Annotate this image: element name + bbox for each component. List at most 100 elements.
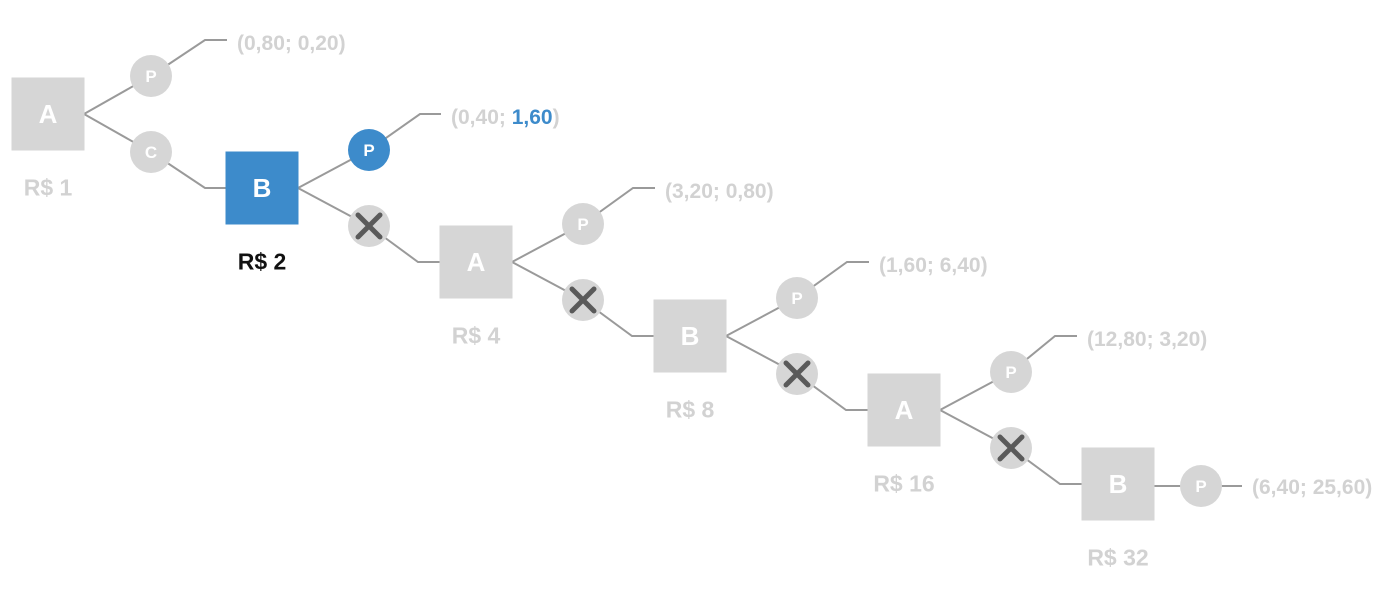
payoff-open: ( bbox=[665, 180, 672, 203]
choice-letter: P bbox=[577, 215, 588, 234]
payoff-label-p5: (12,80; 3,20) bbox=[1087, 328, 1207, 351]
close-x-icon bbox=[783, 360, 811, 388]
choice-circle bbox=[990, 351, 1032, 393]
choice-x-c8[interactable] bbox=[776, 353, 818, 395]
decision-box bbox=[11, 77, 85, 151]
payoff-label-p4: (1,60; 6,40) bbox=[879, 254, 988, 277]
payoff-sep: ; bbox=[1300, 476, 1313, 499]
player-label: B bbox=[681, 321, 700, 351]
close-x-icon bbox=[997, 434, 1025, 462]
payoff-label-p3: (3,20; 0,80) bbox=[665, 180, 774, 203]
choice-node-c11[interactable]: P bbox=[1180, 465, 1222, 507]
player-label: A bbox=[895, 395, 914, 425]
close-x-icon bbox=[355, 212, 383, 240]
decision-box bbox=[225, 151, 299, 225]
decision-node-d6[interactable]: B R$ 32 bbox=[1081, 447, 1155, 571]
player-label: A bbox=[467, 247, 486, 277]
choice-letter: P bbox=[363, 141, 374, 160]
payoff-label-p6: (6,40; 25,60) bbox=[1252, 476, 1372, 499]
close-x-icon bbox=[569, 286, 597, 314]
payoff-b: 0,80 bbox=[726, 180, 767, 203]
payoff-open: ( bbox=[879, 254, 886, 277]
payoff-close: ) bbox=[553, 106, 560, 129]
payoff-a: 0,40 bbox=[458, 106, 499, 129]
pot-label: R$ 2 bbox=[238, 249, 287, 275]
edge-d5-c10 bbox=[939, 409, 1082, 485]
edge-c1-p1 bbox=[150, 39, 227, 77]
choice-circle bbox=[130, 55, 172, 97]
payoff-sep: ; bbox=[285, 32, 298, 55]
payoff-b: 6,40 bbox=[940, 254, 981, 277]
decision-node-d3[interactable]: A R$ 4 bbox=[439, 225, 513, 349]
choice-letter: P bbox=[145, 67, 156, 86]
decision-box bbox=[439, 225, 513, 299]
payoff-open: ( bbox=[237, 32, 244, 55]
payoff-close: ) bbox=[1365, 476, 1372, 499]
decision-node-d4[interactable]: B R$ 8 bbox=[653, 299, 727, 423]
choice-x-c10[interactable] bbox=[990, 427, 1032, 469]
choice-letter: P bbox=[791, 289, 802, 308]
choice-node-c3[interactable]: P bbox=[348, 129, 390, 171]
payoff-close: ) bbox=[339, 32, 346, 55]
payoff-b: 1,60 bbox=[512, 106, 553, 129]
decision-node-d2[interactable]: B R$ 2 bbox=[225, 151, 299, 275]
payoff-label-p1: (0,80; 0,20) bbox=[237, 32, 346, 55]
decision-box bbox=[867, 373, 941, 447]
player-label: B bbox=[253, 173, 272, 203]
choice-circle bbox=[1180, 465, 1222, 507]
decision-box bbox=[653, 299, 727, 373]
payoff-close: ) bbox=[767, 180, 774, 203]
choice-x-c6[interactable] bbox=[562, 279, 604, 321]
payoff-a: 12,80 bbox=[1094, 328, 1147, 351]
payoff-close: ) bbox=[981, 254, 988, 277]
edge-d2-c4 bbox=[297, 187, 440, 263]
pot-label: R$ 16 bbox=[873, 471, 934, 497]
payoff-a: 1,60 bbox=[886, 254, 927, 277]
pot-label: R$ 8 bbox=[666, 397, 715, 423]
choice-circle bbox=[562, 203, 604, 245]
choice-x-c4[interactable] bbox=[348, 205, 390, 247]
payoff-a: 3,20 bbox=[672, 180, 713, 203]
pot-label: R$ 1 bbox=[24, 175, 73, 201]
payoff-open: ( bbox=[451, 106, 458, 129]
choice-circle bbox=[348, 129, 390, 171]
payoff-sep: ; bbox=[713, 180, 726, 203]
payoff-a: 0,80 bbox=[244, 32, 285, 55]
payoff-sep: ; bbox=[927, 254, 940, 277]
edge-d4-c7 bbox=[725, 261, 869, 337]
decision-node-d5[interactable]: A R$ 16 bbox=[867, 373, 941, 497]
pot-label: R$ 32 bbox=[1087, 545, 1148, 571]
choice-node-c5[interactable]: P bbox=[562, 203, 604, 245]
pot-label: R$ 4 bbox=[452, 323, 501, 349]
choice-circle bbox=[130, 131, 172, 173]
payoff-sep: ; bbox=[1147, 328, 1160, 351]
payoff-b: 3,20 bbox=[1159, 328, 1200, 351]
edge-d3-c5 bbox=[511, 187, 655, 263]
edge-d1-c2 bbox=[83, 113, 226, 189]
decision-box bbox=[1081, 447, 1155, 521]
choice-letter: P bbox=[1195, 477, 1206, 496]
edge-d4-c8 bbox=[725, 335, 868, 411]
payoff-close: ) bbox=[1200, 328, 1207, 351]
choice-letter: C bbox=[145, 143, 157, 162]
payoff-open: ( bbox=[1087, 328, 1094, 351]
edge-d3-c6 bbox=[511, 261, 654, 337]
player-label: B bbox=[1109, 469, 1128, 499]
choice-node-c2[interactable]: C bbox=[130, 131, 172, 173]
edge-d2-c3 bbox=[297, 113, 441, 189]
payoff-sep: ; bbox=[499, 106, 512, 129]
payoff-b: 0,20 bbox=[298, 32, 339, 55]
choice-node-c1[interactable]: P bbox=[130, 55, 172, 97]
decision-node-d1[interactable]: A R$ 1 bbox=[11, 77, 85, 201]
payoff-label-p2: (0,40; 1,60) bbox=[451, 106, 560, 129]
choice-node-c9[interactable]: P bbox=[990, 351, 1032, 393]
choice-letter: P bbox=[1005, 363, 1016, 382]
choice-circle bbox=[776, 277, 818, 319]
choice-node-c7[interactable]: P bbox=[776, 277, 818, 319]
payoff-open: ( bbox=[1252, 476, 1259, 499]
payoff-a: 6,40 bbox=[1259, 476, 1300, 499]
payoff-b: 25,60 bbox=[1313, 476, 1366, 499]
edge-d5-c9 bbox=[939, 335, 1077, 411]
player-label: A bbox=[39, 99, 58, 129]
